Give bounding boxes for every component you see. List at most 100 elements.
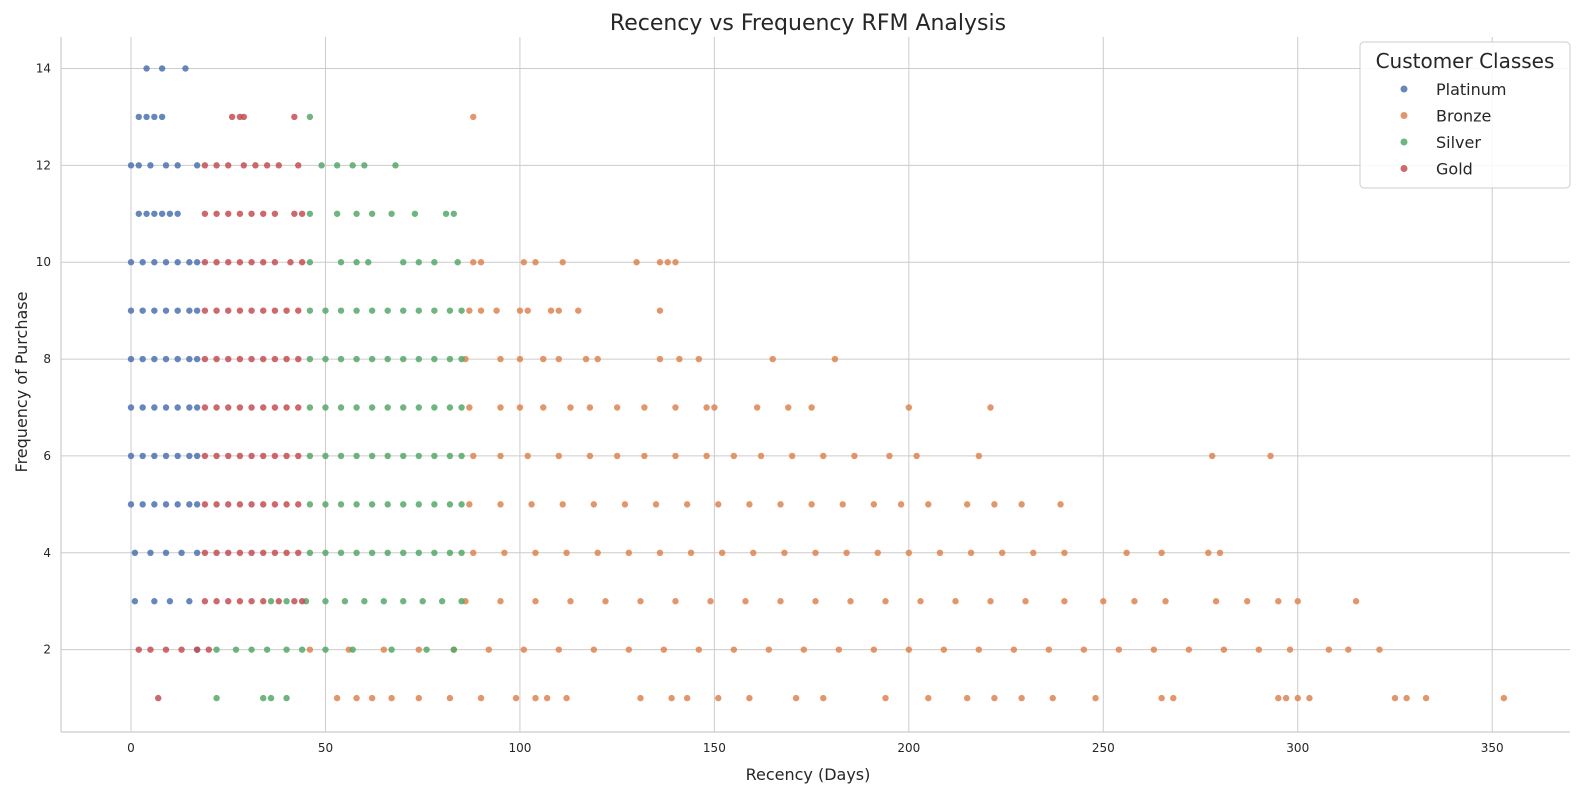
data-point-bronze (917, 598, 924, 605)
series-silver (213, 113, 465, 702)
data-point-gold (271, 307, 279, 314)
data-point-silver (400, 404, 407, 411)
data-point-bronze (718, 549, 726, 557)
data-point-gold (135, 646, 142, 653)
data-point-bronze (1185, 646, 1193, 653)
data-point-bronze (582, 355, 590, 363)
data-point-platinum (127, 162, 135, 169)
data-point-bronze (1045, 646, 1053, 653)
y-tick-label: 8 (43, 352, 51, 366)
data-point-silver (384, 404, 391, 411)
data-point-platinum (166, 598, 174, 605)
chart-title: Recency vs Frequency RFM Analysis (610, 11, 1006, 36)
data-point-silver (353, 307, 360, 314)
data-point-gold (260, 501, 267, 508)
data-point-bronze (466, 404, 473, 411)
data-point-platinum (139, 307, 146, 314)
data-point-bronze (792, 694, 800, 702)
data-point-gold (225, 162, 232, 169)
data-point-silver (446, 307, 454, 314)
series-bronze (306, 113, 1508, 702)
data-point-bronze (1150, 646, 1158, 653)
data-point-gold (213, 549, 220, 557)
legend-marker-gold (1400, 165, 1408, 172)
data-point-silver (458, 452, 465, 460)
y-tick-label: 14 (36, 61, 51, 75)
data-point-bronze (843, 549, 850, 557)
data-point-bronze (567, 598, 574, 605)
data-point-bronze (446, 694, 454, 702)
data-point-silver (384, 355, 391, 363)
data-point-silver (298, 646, 306, 653)
data-point-bronze (1010, 646, 1018, 653)
data-point-silver (368, 307, 376, 314)
data-point-silver (337, 452, 345, 460)
data-point-silver (318, 162, 325, 169)
data-point-silver (446, 452, 454, 460)
data-point-bronze (520, 646, 528, 653)
data-point-gold (213, 598, 220, 605)
data-point-silver (400, 598, 407, 605)
data-point-bronze (1170, 694, 1177, 702)
data-point-silver (400, 549, 407, 557)
data-point-bronze (540, 355, 547, 363)
data-point-platinum (139, 404, 146, 411)
data-point-platinum (186, 259, 193, 266)
data-point-bronze (831, 355, 839, 363)
data-point-bronze (470, 113, 477, 121)
data-point-platinum (127, 259, 135, 266)
data-point-silver (337, 549, 345, 557)
data-point-gold (213, 210, 220, 217)
data-point-bronze (1267, 452, 1274, 460)
data-point-silver (388, 210, 395, 217)
data-point-silver (400, 501, 407, 508)
data-point-bronze (656, 549, 664, 557)
data-point-bronze (936, 549, 944, 557)
data-point-gold (295, 404, 302, 411)
data-point-bronze (812, 549, 819, 557)
data-point-bronze (1158, 694, 1165, 702)
data-point-gold (252, 162, 259, 169)
data-point-bronze (1376, 646, 1383, 653)
data-point-silver (431, 501, 438, 508)
data-point-silver (431, 549, 438, 557)
data-point-bronze (987, 598, 994, 605)
data-point-bronze (882, 694, 889, 702)
data-point-gold (236, 404, 244, 411)
data-point-gold (201, 549, 209, 557)
data-point-bronze (1352, 598, 1360, 605)
data-point-platinum (135, 113, 142, 121)
data-point-bronze (512, 694, 520, 702)
data-point-silver (353, 452, 360, 460)
data-point-bronze (1080, 646, 1088, 653)
data-point-gold (298, 210, 306, 217)
data-point-bronze (567, 404, 574, 411)
data-point-bronze (602, 598, 609, 605)
data-point-bronze (707, 598, 714, 605)
data-point-silver (458, 598, 465, 605)
data-point-bronze (687, 549, 695, 557)
data-point-silver (353, 404, 360, 411)
data-point-bronze (555, 307, 563, 314)
data-point-silver (306, 549, 314, 557)
data-point-silver (384, 549, 391, 557)
data-point-bronze (306, 646, 314, 653)
data-point-bronze (1403, 694, 1410, 702)
data-point-platinum (127, 355, 135, 363)
data-point-bronze (594, 549, 601, 557)
data-point-gold (213, 162, 220, 169)
data-point-silver (306, 113, 314, 121)
data-point-bronze (1275, 694, 1282, 702)
data-point-silver (438, 598, 446, 605)
data-point-gold (225, 404, 232, 411)
data-point-silver (260, 694, 267, 702)
data-point-platinum (193, 307, 201, 314)
data-point-silver (419, 598, 426, 605)
data-point-platinum (174, 452, 181, 460)
data-point-gold (201, 452, 209, 460)
data-point-bronze (547, 307, 555, 314)
data-point-bronze (1018, 501, 1025, 508)
data-point-gold (248, 307, 255, 314)
y-tick-label: 4 (43, 546, 51, 560)
data-point-bronze (695, 355, 703, 363)
